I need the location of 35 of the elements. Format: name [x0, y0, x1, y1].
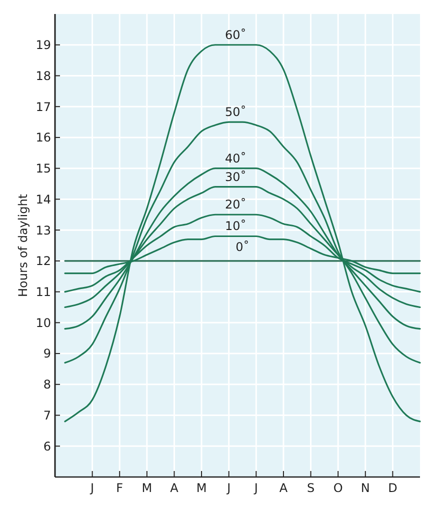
- x-tick-label: J: [253, 481, 258, 495]
- x-tick-label: N: [360, 481, 370, 495]
- series-label: 50˚: [225, 105, 246, 120]
- y-tick-label: 8: [43, 378, 51, 392]
- x-tick-label: F: [116, 481, 124, 495]
- series-label: 10˚: [225, 219, 246, 234]
- x-tick-label: O: [333, 481, 343, 495]
- x-tick-label: A: [279, 481, 288, 495]
- x-tick-label: S: [306, 481, 315, 495]
- series-label: 40˚: [225, 151, 246, 166]
- x-tick-label: D: [388, 481, 398, 495]
- y-tick-label: 7: [43, 408, 51, 422]
- y-tick-label: 17: [36, 100, 51, 114]
- x-tick-label: J: [90, 481, 94, 495]
- y-tick-label: 14: [36, 192, 51, 206]
- y-tick-label: 16: [36, 130, 51, 145]
- y-tick-label: 11: [36, 285, 51, 299]
- x-tick-label: J: [226, 481, 231, 495]
- y-tick-label: 10: [36, 316, 51, 330]
- y-tick-label: 18: [36, 68, 51, 83]
- y-tick-label: 12: [36, 254, 51, 268]
- series-label: 30˚: [225, 170, 246, 184]
- x-tick-label: M: [142, 481, 152, 495]
- y-tick-label: 9: [43, 346, 51, 361]
- y-tick-label: 13: [36, 223, 51, 238]
- y-tick-label: 19: [36, 38, 51, 52]
- series-label: 0˚: [236, 240, 250, 254]
- y-tick-label: 6: [43, 439, 51, 454]
- x-tick-label: M: [196, 481, 207, 495]
- series-label: 20˚: [225, 198, 246, 212]
- y-axis-title: Hours of daylight: [16, 194, 30, 298]
- line-series: [64, 44, 421, 422]
- y-tick-label: 15: [36, 162, 51, 176]
- x-tick-label: A: [170, 481, 180, 495]
- series-label: 60˚: [225, 28, 246, 42]
